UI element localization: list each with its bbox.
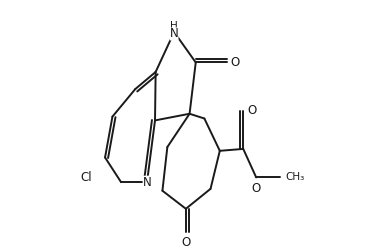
Text: CH₃: CH₃ <box>286 172 305 182</box>
Text: N: N <box>142 176 151 189</box>
Text: O: O <box>248 104 257 118</box>
Text: O: O <box>231 56 240 69</box>
Text: H: H <box>170 21 178 31</box>
Text: O: O <box>251 182 261 195</box>
Text: N: N <box>170 28 179 40</box>
Text: O: O <box>181 236 191 249</box>
Text: Cl: Cl <box>81 171 92 184</box>
